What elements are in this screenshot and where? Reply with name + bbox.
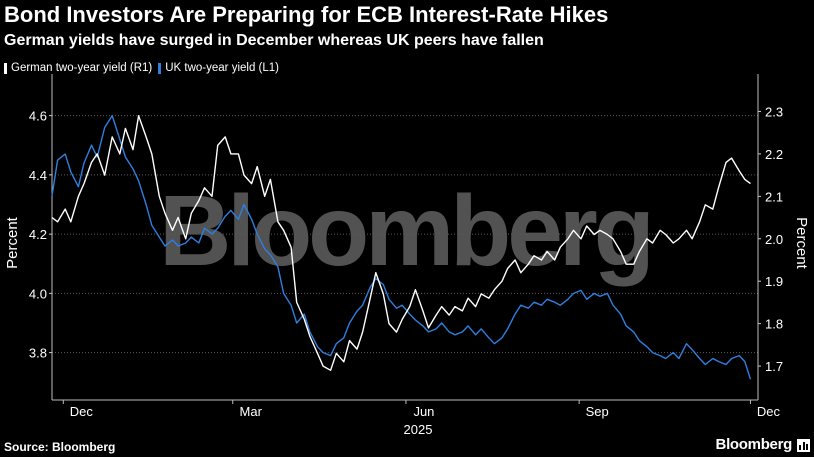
source-note: Source: Bloomberg [4, 440, 116, 454]
chart-title: Bond Investors Are Preparing for ECB Int… [4, 2, 609, 27]
legend-swatch-german [4, 62, 7, 74]
series-layer [51, 114, 752, 380]
chart-subtitle: German yields have surged in December wh… [4, 32, 544, 49]
y-right-tick-label: 2.3 [765, 104, 783, 119]
y-right-tick-label: 1.8 [765, 317, 783, 332]
x-tick-label: Dec [757, 404, 781, 419]
series-line-uk-two-year-yield [51, 114, 752, 380]
grid [52, 115, 758, 354]
x-tick-label: Jun [413, 404, 434, 419]
legend-item-german: German two-year yield (R1) [4, 62, 152, 74]
y-right-tick-label: 2.2 [765, 147, 783, 162]
x-year-label: 2025 [404, 422, 433, 437]
series-line-german-two-year-yield [51, 115, 751, 371]
y-left-tick-label: 4.0 [29, 286, 47, 301]
y-right-tick-label: 2.1 [765, 189, 783, 204]
legend-swatch-uk [158, 62, 162, 74]
y-left-tick-label: 3.8 [29, 346, 47, 361]
brand-logo-text: Bloomberg [715, 436, 793, 453]
axis-labels: 3.8 4.0 4.2 4.4 4.6 1.7 1.8 1.9 2.0 2.1 2.2 2.3 Dec M… [4, 104, 810, 437]
x-tick-label: Sep [586, 404, 609, 419]
legend-label-uk: UK two-year yield (L1) [165, 62, 279, 74]
y-left-tick-label: 4.4 [29, 168, 47, 183]
x-tick-label: Dec [70, 404, 94, 419]
y-right-tick-label: 2.0 [765, 232, 783, 247]
legend: German two-year yield (R1) UK two-year y… [4, 62, 285, 74]
y-right-tick-label: 1.7 [765, 359, 783, 374]
y-left-tick-label: 4.2 [29, 227, 47, 242]
legend-item-uk: UK two-year yield (L1) [158, 62, 279, 74]
y-right-tick-label: 1.9 [765, 274, 783, 289]
bar-chart-icon [797, 439, 810, 452]
y-left-axis-title: Percent [4, 216, 21, 269]
y-left-tick-label: 4.6 [29, 109, 47, 124]
legend-label-german: German two-year yield (R1) [11, 62, 153, 74]
y-right-axis-title: Percent [793, 217, 810, 270]
bloomberg-watermark: Bloomberg [159, 175, 651, 287]
axes [49, 74, 761, 404]
x-tick-label: Mar [240, 404, 263, 419]
